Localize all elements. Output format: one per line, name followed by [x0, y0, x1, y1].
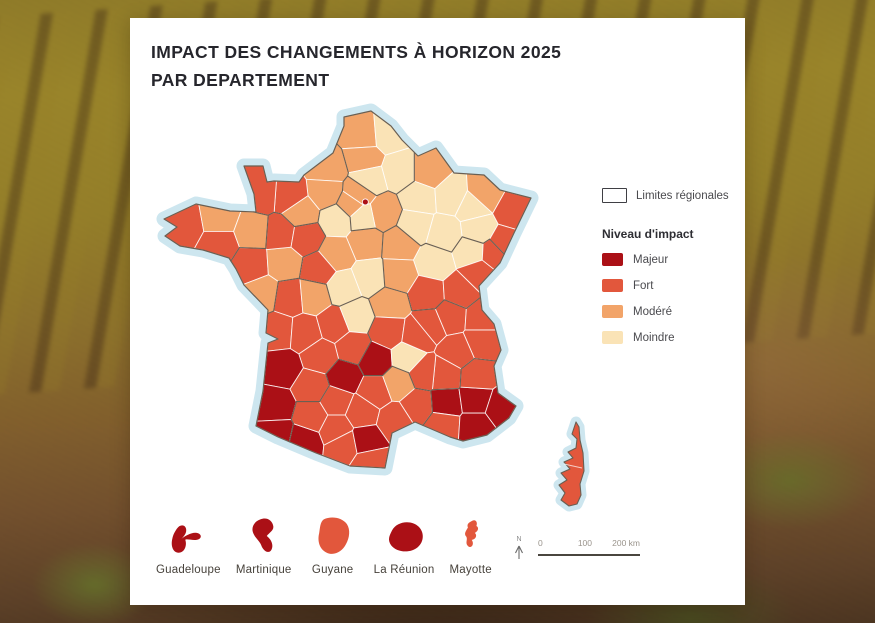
martinique-shape: [252, 518, 274, 552]
mayotte-label: Mayotte: [449, 564, 492, 576]
legend: Limites régionales Niveau d'impact Majeu…: [602, 188, 742, 357]
corsica: [558, 421, 585, 507]
legend-row-fort: Fort: [602, 279, 742, 292]
territory-la-reunion: La Réunion: [374, 512, 435, 576]
territory-guadeloupe: Guadeloupe: [156, 512, 221, 576]
fort-swatch: [602, 279, 623, 292]
moindre-label: Moindre: [633, 331, 675, 344]
la-reunion-shape: [389, 522, 423, 552]
territory-guyane: Guyane: [307, 512, 359, 576]
france-choropleth-map: [156, 103, 590, 512]
regional-limits-swatch: [602, 188, 627, 203]
legend-row-modere: Modéré: [602, 305, 742, 318]
majeur-label: Majeur: [633, 253, 669, 266]
territory-martinique: Martinique: [236, 512, 292, 576]
regional-limits-borders: [230, 143, 505, 443]
modere-label: Modéré: [633, 305, 672, 318]
martinique-label: Martinique: [235, 564, 292, 576]
mainland-coastline: [163, 110, 532, 469]
scale-tick-100: 100: [577, 538, 592, 548]
scale-bar-ruler: 0 100 200 km: [538, 538, 640, 560]
department-84: [430, 388, 463, 417]
legend-row-majeur: Majeur: [602, 253, 742, 266]
scale-tick-200: 200 km: [612, 538, 640, 548]
department-35: [233, 210, 269, 250]
corsica-department-border: [563, 463, 583, 469]
la-reunion-label: La Réunion: [373, 564, 435, 576]
map-title: IMPACT DES CHANGEMENTS À HORIZON 2025 PA…: [151, 38, 561, 95]
scale-tick-0: 0: [538, 538, 543, 548]
guadeloupe-label: Guadeloupe: [156, 564, 221, 576]
scale-bar-line: [538, 554, 640, 556]
fort-label: Fort: [633, 279, 654, 292]
mayotte-shape: [464, 520, 478, 547]
majeur-swatch: [602, 253, 623, 266]
map-title-line1: IMPACT DES CHANGEMENTS À HORIZON 2025: [151, 42, 562, 62]
territory-mayotte: Mayotte: [450, 512, 492, 576]
map-title-line2: PAR DEPARTEMENT: [151, 70, 330, 91]
overseas-territories: Guadeloupe Martinique Guyane La Réunion: [156, 512, 492, 576]
guyane-label: Guyane: [311, 564, 354, 576]
north-label: N: [516, 536, 522, 543]
legend-row-moindre: Moindre: [602, 331, 742, 344]
scale-bar: N 0 100 200 km: [514, 536, 640, 560]
impact-legend-title: Niveau d'impact: [602, 227, 694, 241]
north-arrow-icon: [515, 545, 523, 559]
guyane-shape: [318, 517, 349, 554]
regional-limits-legend: Limites régionales: [602, 188, 742, 203]
north-arrow: N: [514, 536, 524, 560]
guadeloupe-shape: [172, 525, 202, 553]
paris-dot: [361, 198, 369, 206]
infographic-card: IMPACT DES CHANGEMENTS À HORIZON 2025 PA…: [130, 18, 745, 605]
modere-swatch: [602, 305, 623, 318]
regional-limits-label: Limites régionales: [636, 189, 729, 202]
moindre-swatch: [602, 331, 623, 344]
department-17: [265, 310, 294, 352]
